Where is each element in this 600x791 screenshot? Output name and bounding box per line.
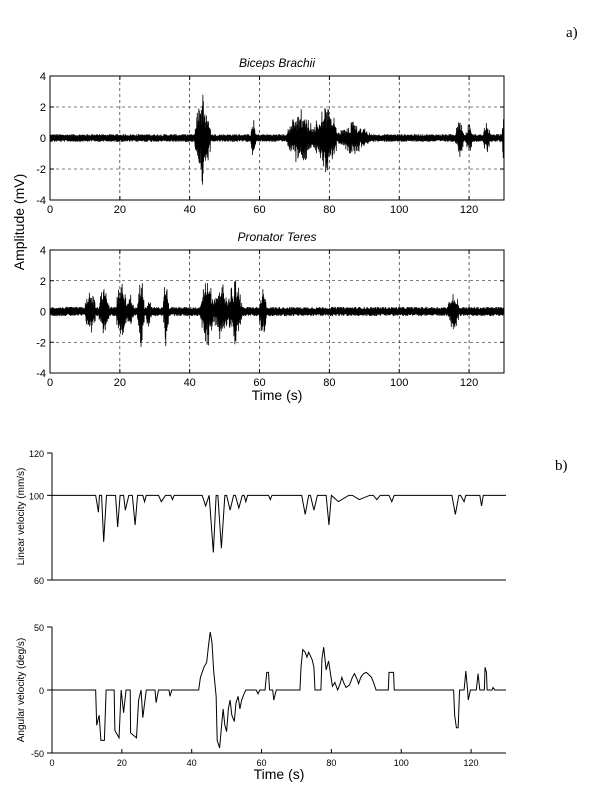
x-tick-label: 40 [184, 377, 196, 389]
y-tick-label: 0 [40, 133, 46, 145]
chart-4: 0 20 40 60 80 100 120 -50 0 50 Time (s) Angular vel… [16, 623, 506, 782]
panel-label-a: a) [566, 25, 578, 41]
x-tick-label: 60 [257, 758, 267, 768]
y-tick-label: 100 [29, 491, 44, 501]
x-tick-label: 100 [390, 377, 408, 389]
y-tick-label: 0 [40, 307, 46, 319]
y-tick-label: 60 [34, 576, 44, 586]
amplitude-y-axis-label: Amplitude (mV) [11, 174, 27, 270]
x-tick-label: 120 [464, 758, 479, 768]
x-tick-label: 20 [114, 204, 126, 216]
y-axis-label: Angular velocity (deg/s) [16, 638, 27, 743]
x-tick-label: 40 [187, 758, 197, 768]
y-tick-label: -50 [31, 749, 44, 759]
chart-title: Pronator Teres [238, 230, 317, 244]
x-tick-label: 100 [390, 204, 408, 216]
y-tick-label: -2 [36, 337, 46, 349]
x-tick-label: 60 [253, 204, 265, 216]
panel-label-b: b) [555, 458, 568, 474]
x-tick-label: 40 [184, 204, 196, 216]
y-tick-label: -4 [36, 195, 46, 207]
y-tick-label: -4 [36, 368, 46, 380]
x-tick-label: 80 [323, 377, 335, 389]
y-tick-label: 0 [39, 686, 44, 696]
y-tick-label: 50 [34, 623, 44, 633]
y-tick-label: 4 [40, 71, 46, 83]
x-tick-label: 80 [326, 758, 336, 768]
x-axis-label: Time (s) [252, 387, 303, 403]
y-tick-label: 120 [29, 449, 44, 459]
chart-title: Biceps Brachii [239, 56, 315, 70]
x-tick-label: 0 [47, 204, 53, 216]
x-tick-label: 20 [117, 758, 127, 768]
series-line [49, 280, 505, 347]
y-tick-label: 2 [40, 102, 46, 114]
x-tick-label: 80 [323, 204, 335, 216]
y-tick-label: 2 [40, 276, 46, 288]
x-tick-label: 100 [394, 758, 409, 768]
x-tick-label: 120 [460, 204, 478, 216]
chart-2: 0 20 40 60 80 100 120 -4 -2 0 2 4 Pronator Teres Time… [36, 230, 505, 403]
series-line [49, 94, 505, 185]
chart-1: 0 20 40 60 80 100 120 -4 -2 0 2 4 Biceps Brachii [36, 56, 505, 216]
x-tick-label: 0 [47, 377, 53, 389]
x-tick-label: 20 [114, 377, 126, 389]
y-axis-label: Linear velocity (mm/s) [16, 468, 27, 566]
y-tick-label: -2 [36, 164, 46, 176]
y-tick-label: 4 [40, 245, 46, 257]
x-tick-label: 120 [460, 377, 478, 389]
x-axis-label: Time (s) [254, 766, 305, 782]
x-tick-label: 60 [253, 377, 265, 389]
series-line [52, 631, 506, 749]
x-tick-label: 0 [49, 758, 54, 768]
series-line [52, 494, 506, 553]
